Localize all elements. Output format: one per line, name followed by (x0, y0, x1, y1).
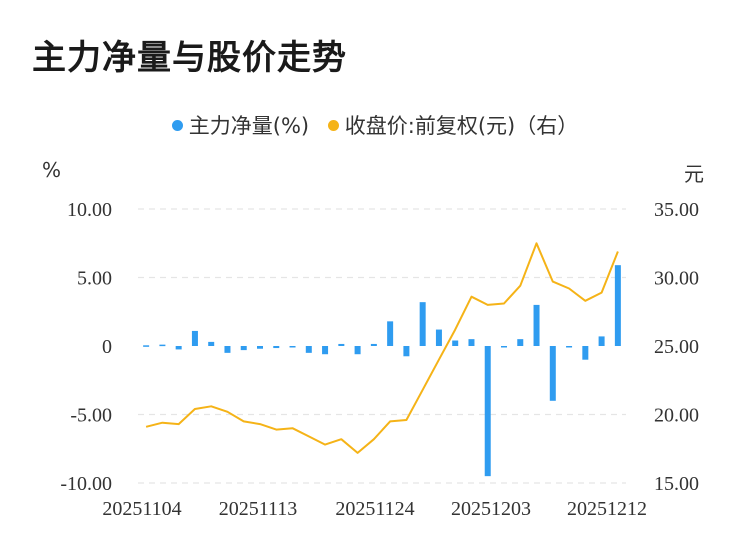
legend-dot-orange (327, 119, 339, 131)
bar (566, 346, 573, 348)
right-axis-ticks: 35.00 30.00 25.00 20.00 15.00 (654, 199, 699, 495)
right-tick-label: 35.00 (654, 199, 699, 221)
bar (549, 346, 556, 401)
left-tick-label: 0 (102, 336, 112, 358)
bar (614, 265, 621, 346)
bar (143, 345, 150, 347)
x-tick-label: 20251104 (102, 498, 181, 520)
bar (208, 341, 215, 346)
bar (305, 346, 312, 353)
bar (452, 340, 459, 346)
bar (240, 346, 247, 351)
bar (598, 336, 605, 346)
bar (289, 346, 296, 348)
bar (403, 346, 410, 357)
bar (322, 346, 329, 355)
bar (387, 321, 394, 346)
line-series (145, 242, 619, 454)
bar (224, 346, 231, 353)
left-tick-label: 10.00 (67, 199, 112, 221)
left-tick-label: -5.00 (70, 405, 112, 427)
right-tick-label: 30.00 (654, 268, 699, 290)
bar (191, 330, 198, 346)
left-axis-unit: % (42, 158, 62, 182)
legend-label-close-price: 收盘价:前复权(元)（右） (344, 114, 579, 138)
close-price-line (145, 242, 619, 454)
bar (354, 346, 361, 355)
bar (468, 339, 475, 346)
left-axis-ticks: 10.00 5.00 0 -5.00 -10.00 (60, 199, 112, 495)
bar (435, 329, 442, 346)
right-tick-label: 15.00 (654, 473, 699, 495)
right-tick-label: 20.00 (654, 405, 699, 427)
grid-lines (138, 208, 626, 484)
x-axis-ticks: 20251104 20251113 20251124 20251203 20251212 (102, 498, 647, 520)
legend-item-close-price[interactable]: 收盘价:前复权(元)（右） (327, 110, 579, 140)
bar (582, 346, 589, 360)
bar (419, 302, 426, 346)
chart-legend: 主力净量(%) 收盘价:前复权(元)（右） (0, 110, 750, 140)
right-axis-unit: 元 (684, 162, 704, 186)
bar (517, 339, 524, 346)
bar (273, 346, 280, 349)
left-tick-label: -10.00 (60, 473, 112, 495)
legend-dot-blue (171, 119, 183, 131)
bar (501, 346, 507, 348)
bar (484, 346, 491, 477)
bar (370, 343, 377, 346)
bar (159, 344, 166, 347)
right-tick-label: 25.00 (654, 336, 699, 358)
legend-label-main-net: 主力净量(%) (188, 114, 310, 138)
bar (175, 346, 182, 350)
x-tick-label: 20251203 (451, 498, 531, 520)
legend-item-main-net[interactable]: 主力净量(%) (171, 110, 310, 140)
bar (533, 304, 540, 346)
x-tick-label: 20251212 (567, 498, 647, 520)
bar (338, 343, 345, 346)
left-tick-label: 5.00 (77, 268, 112, 290)
bar (257, 346, 263, 349)
bar-series (143, 265, 621, 477)
x-tick-label: 20251113 (219, 498, 298, 520)
x-tick-label: 20251124 (335, 498, 414, 520)
page-title: 主力净量与股价走势 (32, 38, 347, 78)
